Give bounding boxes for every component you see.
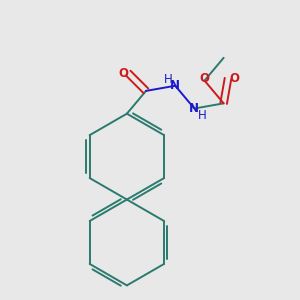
Text: O: O — [200, 72, 209, 86]
Text: O: O — [230, 72, 240, 85]
Text: H: H — [164, 73, 173, 85]
Text: O: O — [118, 67, 128, 80]
Text: N: N — [189, 102, 200, 115]
Text: H: H — [198, 109, 207, 122]
Text: N: N — [170, 79, 180, 92]
